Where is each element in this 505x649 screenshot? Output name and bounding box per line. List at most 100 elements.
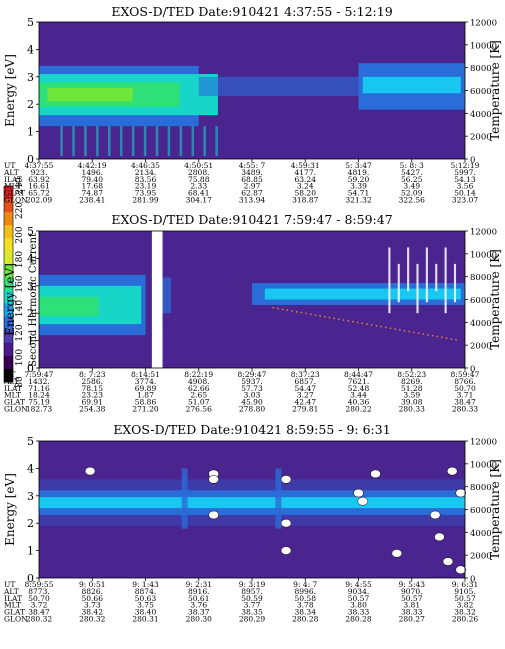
temperature-point bbox=[389, 327, 392, 330]
y2-tick-label: 0 bbox=[470, 156, 475, 166]
table-cell: 5427. bbox=[401, 168, 422, 177]
table-cell: 278.80 bbox=[239, 405, 265, 414]
table-cell: 50.59 bbox=[241, 594, 263, 603]
noise-blob bbox=[357, 497, 369, 506]
colorbar-swatch bbox=[4, 264, 13, 278]
row-label: ILAT bbox=[4, 594, 22, 603]
y-tick-label: 0 bbox=[27, 572, 34, 585]
noise-spike bbox=[435, 263, 438, 292]
temperature-point bbox=[300, 311, 303, 314]
y-tick-label: 2 bbox=[27, 98, 34, 111]
colorbar-swatch bbox=[4, 199, 13, 213]
table-cell: 18.24 bbox=[28, 391, 50, 400]
table-cell: 9: 1:43 bbox=[132, 580, 159, 589]
table-cell: 75.88 bbox=[188, 175, 210, 184]
table-cell: 3.77 bbox=[244, 601, 261, 610]
table-cell: 3.73 bbox=[84, 601, 101, 610]
temperature-point bbox=[295, 310, 298, 313]
table-cell: 2.97 bbox=[244, 182, 261, 191]
colorbar-swatch bbox=[4, 212, 13, 226]
table-cell: 52.48 bbox=[348, 384, 370, 393]
streak bbox=[191, 126, 195, 157]
colorbar-label: Second Harmonic Current bbox=[28, 233, 39, 367]
temperature-point bbox=[366, 323, 368, 326]
table-cell: 16.61 bbox=[28, 182, 49, 191]
table-cell: 75.19 bbox=[28, 398, 50, 407]
noise-spike bbox=[388, 247, 391, 314]
temperature-point bbox=[328, 316, 331, 319]
table-cell: 9105. bbox=[454, 587, 475, 596]
table-cell: 280.31 bbox=[132, 615, 158, 624]
colorbar-tick-label: 80 bbox=[15, 376, 25, 388]
temperature-point bbox=[431, 334, 434, 337]
colorbar-tick-label: 200 bbox=[15, 226, 25, 243]
table-cell: 8:59:55 bbox=[25, 580, 54, 589]
noise-spike bbox=[407, 247, 410, 292]
temperature-point bbox=[277, 307, 279, 310]
row-label: ALT bbox=[3, 587, 19, 596]
table-cell: 280.33 bbox=[452, 405, 478, 414]
streak bbox=[203, 126, 206, 157]
table-cell: 8773. bbox=[28, 587, 49, 596]
table-cell: 8:52:23 bbox=[397, 370, 426, 379]
table-cell: 65.72 bbox=[28, 189, 50, 198]
table-cell: 202.09 bbox=[26, 196, 52, 205]
colorbar-swatch bbox=[4, 290, 13, 305]
table-cell: 8: 7:23 bbox=[79, 370, 106, 379]
table-cell: 3.49 bbox=[403, 182, 420, 191]
y-tick-label: 5 bbox=[27, 16, 34, 29]
temperature-point bbox=[291, 310, 293, 312]
table-cell: 280.26 bbox=[452, 615, 478, 624]
table-cell: 38.32 bbox=[454, 608, 476, 617]
table-cell: 50.70 bbox=[454, 384, 476, 393]
table-cell: 4:55: 7 bbox=[239, 161, 266, 170]
table-cell: 3.76 bbox=[190, 601, 207, 610]
panel-title: EXOS-D/TED Date:910421 8:59:55 - 9: 6:31 bbox=[113, 422, 390, 437]
table-cell: 42.47 bbox=[295, 398, 317, 407]
noise-blob bbox=[455, 565, 466, 575]
noise-blob bbox=[208, 510, 219, 520]
table-cell: 17.68 bbox=[82, 182, 104, 191]
table-cell: 280.29 bbox=[239, 615, 265, 624]
table-cell: 23.19 bbox=[135, 182, 157, 191]
row-label: MLT bbox=[4, 391, 21, 400]
table-cell: 3.78 bbox=[297, 601, 314, 610]
y2-axis-title: Temperature [K] bbox=[488, 249, 502, 350]
table-cell: 9: 3:19 bbox=[239, 580, 266, 589]
table-cell: 280.28 bbox=[292, 615, 318, 624]
table-cell: 50.58 bbox=[295, 594, 317, 603]
row-label: UT bbox=[4, 580, 15, 589]
table-cell: 276.56 bbox=[186, 405, 212, 414]
table-cell: 40.36 bbox=[348, 398, 370, 407]
table-cell: 68.41 bbox=[188, 189, 209, 198]
table-cell: 50.57 bbox=[348, 594, 370, 603]
table-cell: 8874. bbox=[135, 587, 156, 596]
y2-tick-label: 8000 bbox=[470, 64, 492, 74]
temperature-point bbox=[370, 324, 373, 326]
table-cell: 4:46:35 bbox=[131, 161, 160, 170]
table-cell: 8:44:47 bbox=[344, 370, 373, 379]
colorbar-swatch bbox=[4, 277, 13, 292]
panel-title: EXOS-D/TED Date:910421 7:59:47 - 8:59:47 bbox=[111, 212, 392, 227]
table-cell: 321.32 bbox=[345, 196, 371, 205]
y2-tick-label: 4000 bbox=[470, 110, 492, 120]
noise-blob bbox=[280, 475, 292, 484]
streak bbox=[108, 126, 111, 157]
panel-2: EXOS-D/TED Date:910421 7:59:47 - 8:59:47… bbox=[3, 212, 502, 414]
temperature-point bbox=[309, 313, 312, 316]
y2-tick-label: 10000 bbox=[470, 250, 497, 260]
table-cell: 5:12:19 bbox=[451, 161, 480, 170]
table-cell: 38.33 bbox=[348, 608, 370, 617]
data-gap bbox=[151, 231, 163, 368]
table-cell: 9034. bbox=[348, 587, 369, 596]
table-cell: 280.32 bbox=[79, 615, 105, 624]
orbit-info-table: UTALTILATMLTGLATGLON8:59:558773.50.703.7… bbox=[3, 580, 478, 624]
y-tick-label: 2 bbox=[27, 307, 34, 320]
table-cell: 50.66 bbox=[82, 594, 104, 603]
noise-spike bbox=[416, 263, 419, 314]
band-core bbox=[39, 497, 465, 509]
table-cell: 83.56 bbox=[135, 175, 157, 184]
temperature-point bbox=[342, 319, 345, 321]
table-cell: 58.86 bbox=[135, 398, 157, 407]
